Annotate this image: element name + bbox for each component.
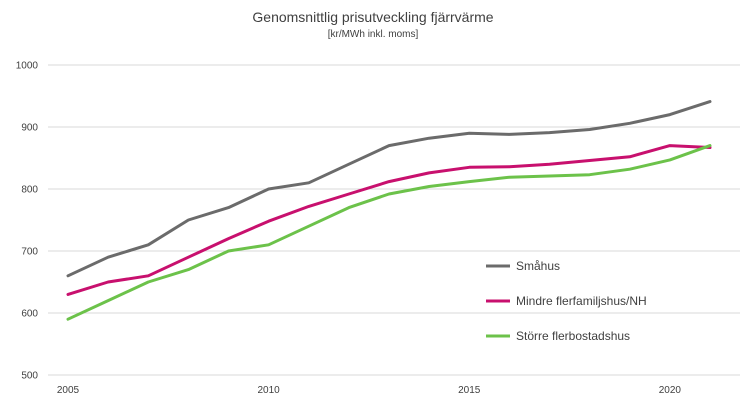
legend-label: Mindre flerfamiljshus/NH [516,294,647,308]
y-tick-label: 800 [21,185,38,196]
y-tick-label: 900 [21,123,38,134]
series-line-3 [66,144,712,321]
legend-label: Småhus [516,259,560,273]
series-line-2 [66,144,712,296]
y-tick-label: 500 [21,371,38,382]
chart-title: Genomsnittlig prisutveckling fjärrvärme [252,9,493,25]
x-axis-ticks: 2005 2010 2015 2020 [57,385,682,396]
series-line-1 [66,100,712,278]
gridlines [48,64,740,376]
legend-item: Mindre flerfamiljshus/NH [486,294,647,308]
legend-item: Småhus [486,259,560,273]
chart-subtitle: [kr/MWh inkl. moms] [328,29,419,40]
legend-label: Större flerbostadshus [516,329,630,343]
legend: Småhus Mindre flerfamiljshus/NH Större fle… [486,259,647,343]
y-tick-label: 1000 [16,61,39,72]
series-lines [66,100,712,321]
x-tick-label: 2005 [57,385,80,396]
y-tick-label: 700 [21,247,38,258]
y-tick-label: 600 [21,309,38,320]
x-tick-label: 2010 [258,385,281,396]
x-tick-label: 2020 [659,385,682,396]
y-axis-ticks: 500 600 700 800 900 1000 [16,61,39,382]
x-tick-label: 2015 [458,385,481,396]
legend-item: Större flerbostadshus [486,329,630,343]
